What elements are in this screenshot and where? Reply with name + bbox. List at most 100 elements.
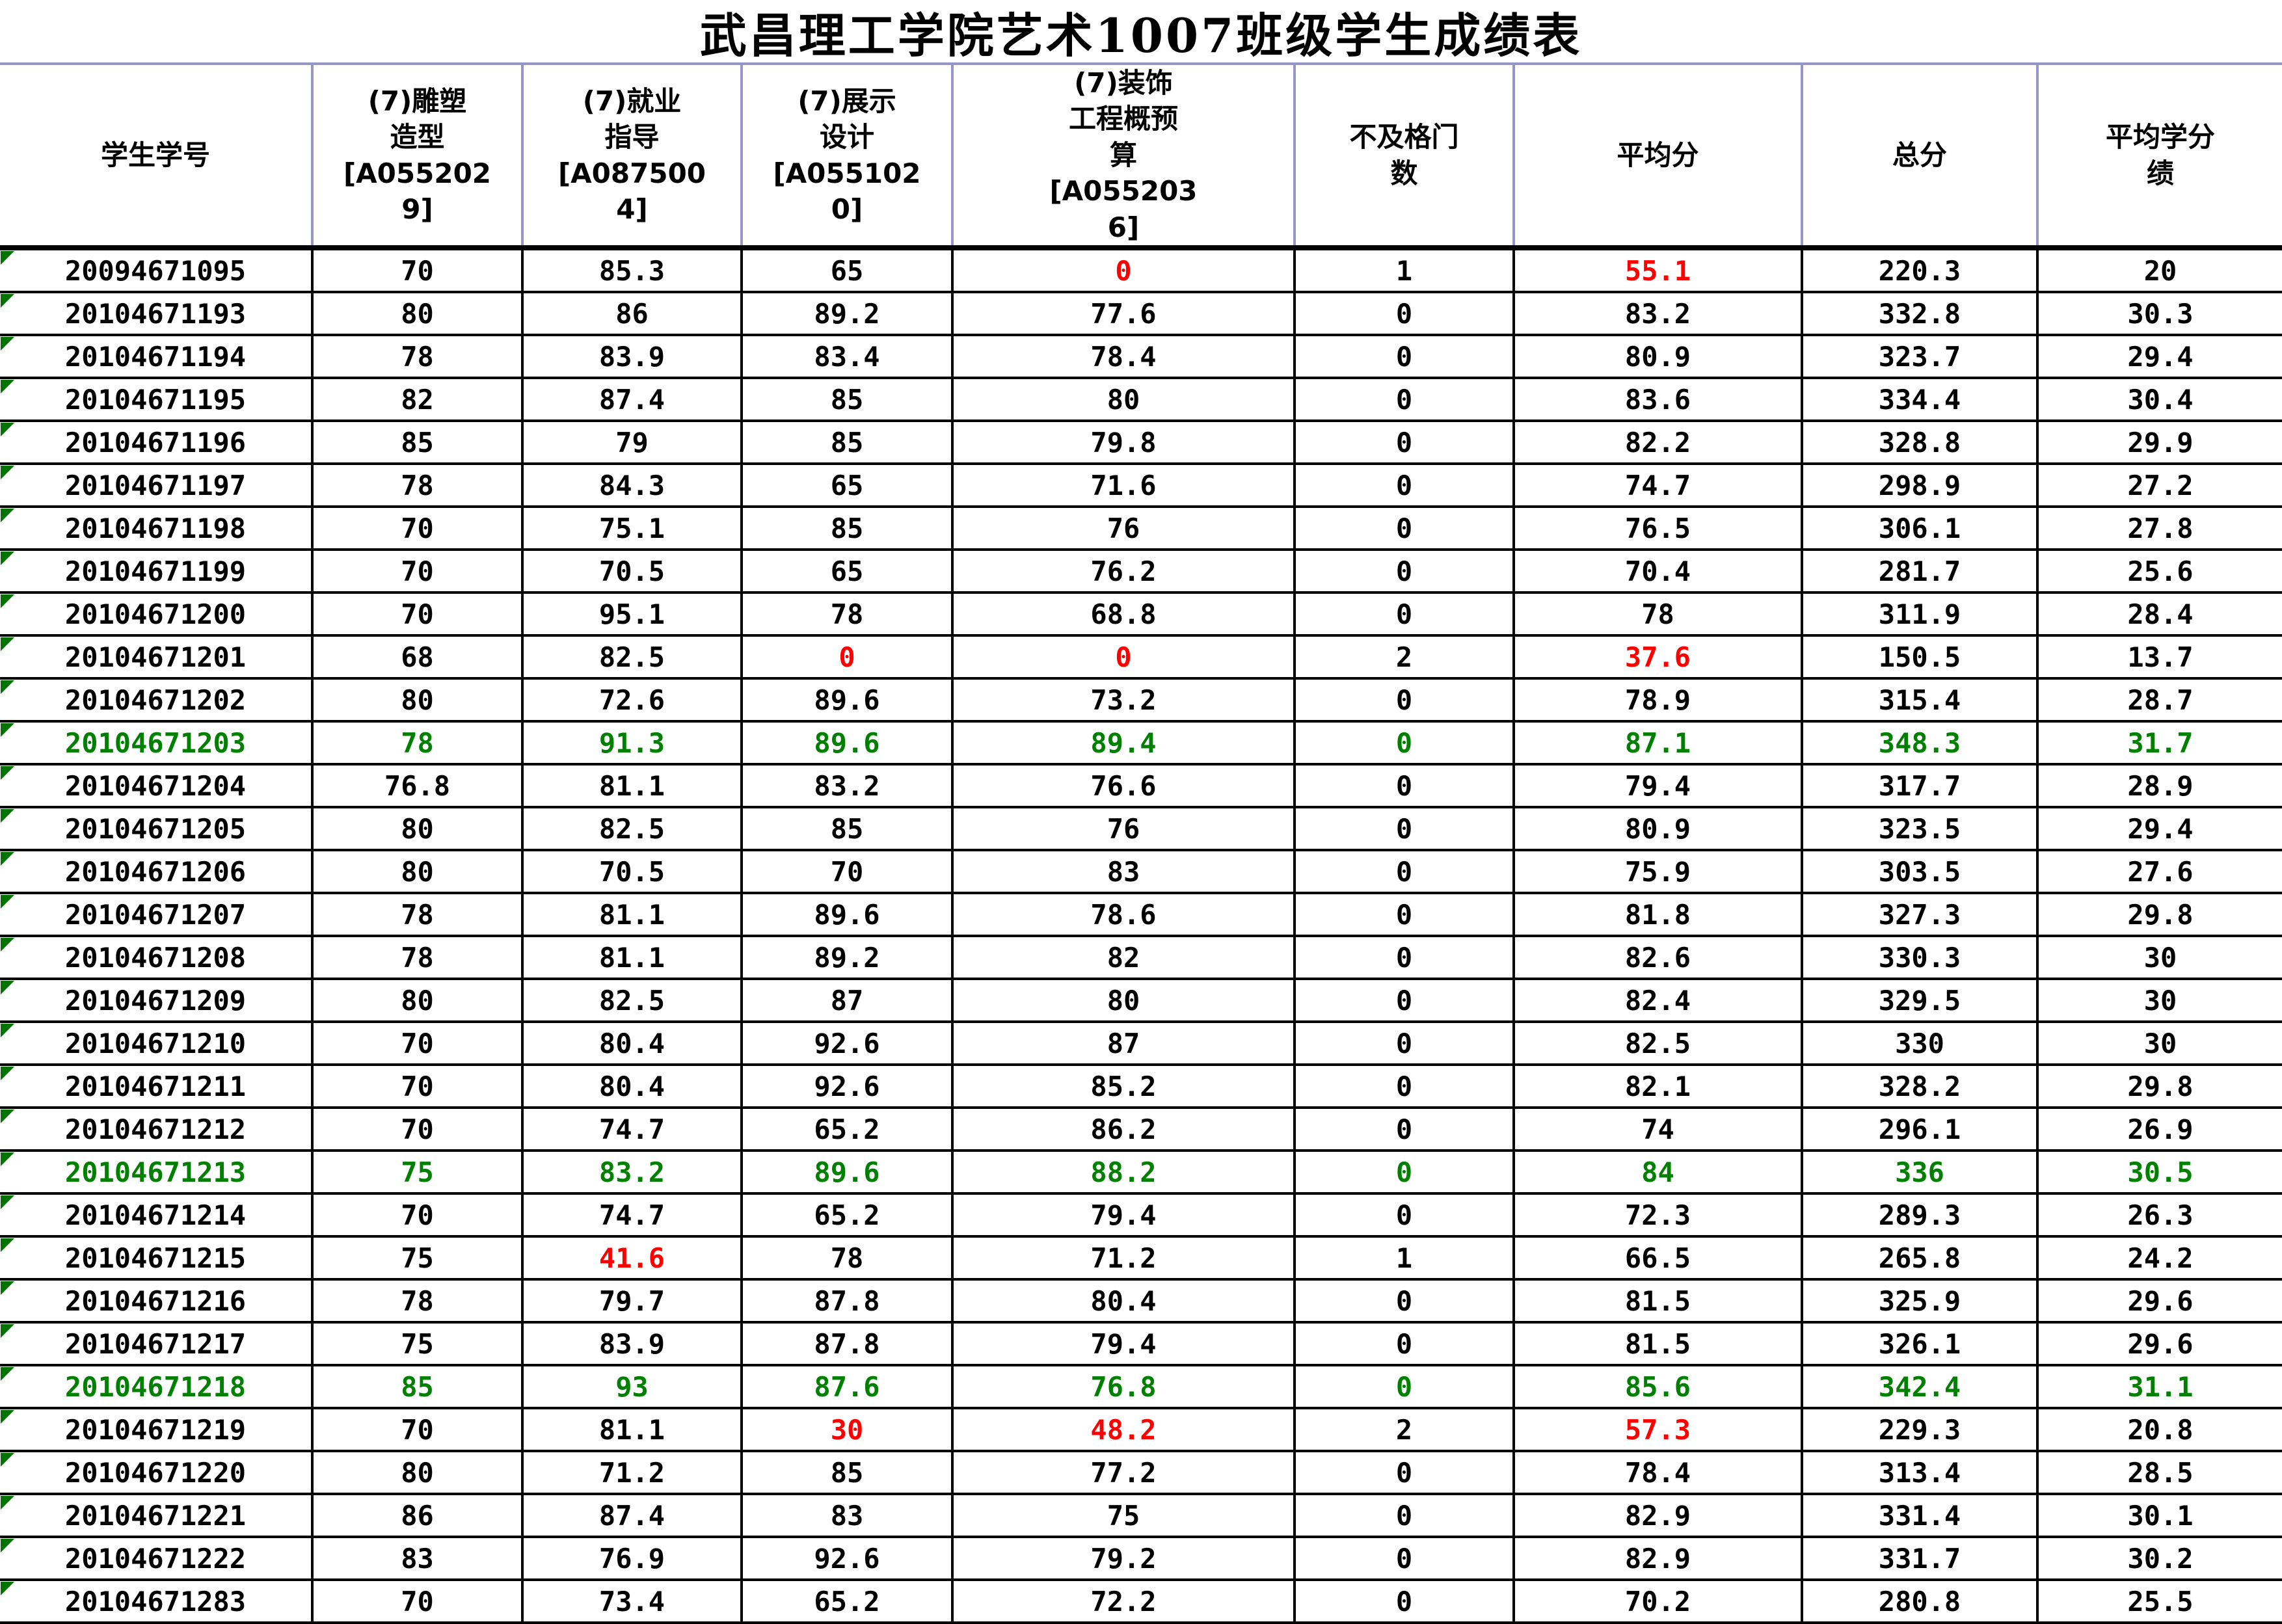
score-cell[interactable]: 220.3	[1801, 246, 2039, 294]
score-cell[interactable]: 330.3	[1801, 935, 2039, 981]
score-cell[interactable]: 0	[1293, 1364, 1515, 1410]
student-id-cell[interactable]: 20104671217	[0, 1321, 314, 1367]
score-cell[interactable]: 78	[311, 935, 524, 981]
student-id-cell[interactable]: 20104671202	[0, 677, 314, 723]
score-cell[interactable]: 348.3	[1801, 720, 2039, 766]
score-cell[interactable]: 85	[311, 1364, 524, 1410]
score-cell[interactable]: 27.8	[2036, 505, 2282, 552]
score-cell[interactable]: 78	[311, 892, 524, 938]
score-cell[interactable]: 82.9	[1512, 1536, 1803, 1582]
score-cell[interactable]: 27.6	[2036, 849, 2282, 895]
score-cell[interactable]: 30	[2036, 978, 2282, 1024]
score-cell[interactable]: 80	[311, 1450, 524, 1496]
score-cell[interactable]: 86.2	[951, 1106, 1296, 1152]
score-cell[interactable]: 87	[740, 978, 954, 1024]
score-cell[interactable]: 70	[311, 1106, 524, 1152]
score-cell[interactable]: 80.9	[1512, 806, 1803, 852]
score-cell[interactable]: 89.6	[740, 677, 954, 723]
score-cell[interactable]: 87.4	[521, 1493, 743, 1539]
score-cell[interactable]: 55.1	[1512, 246, 1803, 294]
score-cell[interactable]: 0	[1293, 1450, 1515, 1496]
score-cell[interactable]: 85.2	[951, 1063, 1296, 1110]
score-cell[interactable]: 79	[521, 419, 743, 466]
score-cell[interactable]: 30	[740, 1407, 954, 1453]
score-cell[interactable]: 82	[311, 377, 524, 423]
score-cell[interactable]: 280.8	[1801, 1578, 2039, 1624]
score-cell[interactable]: 87.8	[740, 1321, 954, 1367]
score-cell[interactable]: 24.2	[2036, 1235, 2282, 1281]
score-cell[interactable]: 83.9	[521, 1321, 743, 1367]
score-cell[interactable]: 65	[740, 246, 954, 294]
score-cell[interactable]: 70	[311, 591, 524, 637]
score-cell[interactable]: 30	[2036, 935, 2282, 981]
score-cell[interactable]: 82.1	[1512, 1063, 1803, 1110]
score-cell[interactable]: 328.8	[1801, 419, 2039, 466]
column-header-display-design[interactable]: (7)展示 设计 [A055102 0]	[740, 62, 954, 251]
score-cell[interactable]: 78	[311, 1278, 524, 1324]
score-cell[interactable]: 323.7	[1801, 334, 2039, 380]
score-cell[interactable]: 80	[311, 806, 524, 852]
score-cell[interactable]: 76.9	[521, 1536, 743, 1582]
score-cell[interactable]: 66.5	[1512, 1235, 1803, 1281]
score-cell[interactable]: 65	[740, 548, 954, 594]
score-cell[interactable]: 82.9	[1512, 1493, 1803, 1539]
score-cell[interactable]: 81.1	[521, 763, 743, 809]
score-cell[interactable]: 2	[1293, 634, 1515, 680]
score-cell[interactable]: 70	[311, 1063, 524, 1110]
student-id-cell[interactable]: 20104671210	[0, 1020, 314, 1067]
score-cell[interactable]: 70	[311, 246, 524, 294]
score-cell[interactable]: 25.6	[2036, 548, 2282, 594]
score-cell[interactable]: 0	[1293, 1020, 1515, 1067]
score-cell[interactable]: 0	[1293, 806, 1515, 852]
score-cell[interactable]: 79.7	[521, 1278, 743, 1324]
score-cell[interactable]: 80	[951, 978, 1296, 1024]
column-header-sculpture-modeling[interactable]: (7)雕塑 造型 [A055202 9]	[311, 62, 524, 251]
score-cell[interactable]: 80.4	[951, 1278, 1296, 1324]
score-cell[interactable]: 29.9	[2036, 419, 2282, 466]
score-cell[interactable]: 78.4	[951, 334, 1296, 380]
score-cell[interactable]: 20.8	[2036, 1407, 2282, 1453]
score-cell[interactable]: 87.1	[1512, 720, 1803, 766]
score-cell[interactable]: 0	[1293, 1192, 1515, 1238]
score-cell[interactable]: 81.8	[1512, 892, 1803, 938]
score-cell[interactable]: 78	[740, 591, 954, 637]
score-cell[interactable]: 70	[311, 1192, 524, 1238]
score-cell[interactable]: 82.5	[521, 806, 743, 852]
score-cell[interactable]: 76.8	[311, 763, 524, 809]
student-id-cell[interactable]: 20104671222	[0, 1536, 314, 1582]
score-cell[interactable]: 70	[740, 849, 954, 895]
score-cell[interactable]: 29.8	[2036, 1063, 2282, 1110]
score-cell[interactable]: 26.9	[2036, 1106, 2282, 1152]
score-cell[interactable]: 265.8	[1801, 1235, 2039, 1281]
score-cell[interactable]: 75	[311, 1235, 524, 1281]
score-cell[interactable]: 28.4	[2036, 591, 2282, 637]
score-cell[interactable]: 80.4	[521, 1020, 743, 1067]
score-cell[interactable]: 78	[740, 1235, 954, 1281]
score-cell[interactable]: 83.2	[521, 1149, 743, 1195]
score-cell[interactable]: 0	[1293, 291, 1515, 337]
score-cell[interactable]: 65.2	[740, 1578, 954, 1624]
score-cell[interactable]: 87.4	[521, 377, 743, 423]
score-cell[interactable]: 0	[1293, 462, 1515, 509]
score-cell[interactable]: 326.1	[1801, 1321, 2039, 1367]
score-cell[interactable]: 70	[311, 548, 524, 594]
column-header-student-id[interactable]: 学生学号	[0, 62, 314, 251]
score-cell[interactable]: 336	[1801, 1149, 2039, 1195]
student-id-cell[interactable]: 20104671218	[0, 1364, 314, 1410]
score-cell[interactable]: 303.5	[1801, 849, 2039, 895]
score-cell[interactable]: 81.1	[521, 935, 743, 981]
score-cell[interactable]: 71.2	[521, 1450, 743, 1496]
student-id-cell[interactable]: 20104671205	[0, 806, 314, 852]
score-cell[interactable]: 74.7	[521, 1106, 743, 1152]
student-id-cell[interactable]: 20104671204	[0, 763, 314, 809]
score-cell[interactable]: 85.3	[521, 246, 743, 294]
score-cell[interactable]: 89.6	[740, 1149, 954, 1195]
score-cell[interactable]: 78.4	[1512, 1450, 1803, 1496]
column-header-career-guidance[interactable]: (7)就业 指导 [A087500 4]	[521, 62, 743, 251]
score-cell[interactable]: 85	[740, 377, 954, 423]
score-cell[interactable]: 79.2	[951, 1536, 1296, 1582]
score-cell[interactable]: 311.9	[1801, 591, 2039, 637]
score-cell[interactable]: 0	[1293, 1578, 1515, 1624]
score-cell[interactable]: 30.2	[2036, 1536, 2282, 1582]
student-id-cell[interactable]: 20104671219	[0, 1407, 314, 1453]
